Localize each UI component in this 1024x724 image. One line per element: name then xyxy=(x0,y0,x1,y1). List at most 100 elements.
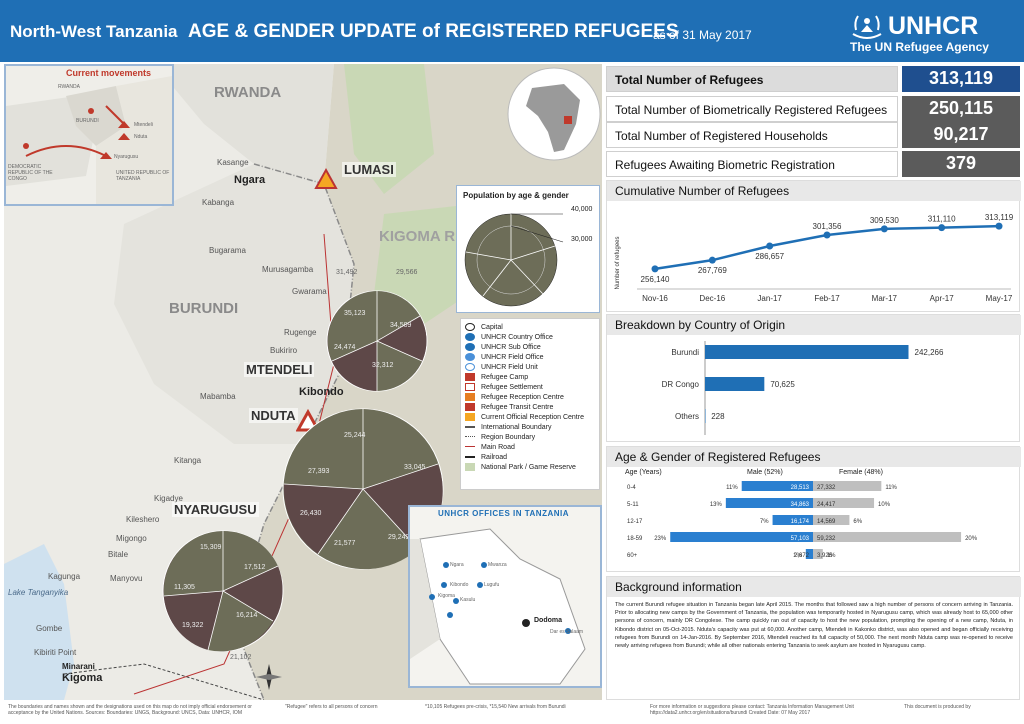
kpi-label: Total Number of Registered Households xyxy=(606,122,898,148)
movements-map xyxy=(6,66,172,204)
unhcr-emblem-icon xyxy=(852,15,882,39)
office-icon xyxy=(465,343,475,351)
data-point xyxy=(995,222,1003,230)
legend-item: Refugee Reception Centre xyxy=(465,392,595,402)
office-icon xyxy=(465,353,475,361)
capital-icon xyxy=(465,323,475,331)
office-label-dodoma: Dodoma xyxy=(534,617,562,624)
female-value-label: 3,926 xyxy=(817,553,833,559)
place-label: Mabamba xyxy=(200,392,236,401)
north-arrow-icon xyxy=(256,664,282,690)
pie-label: 16,214 xyxy=(236,612,258,619)
section-title: Breakdown by Country of Origin xyxy=(607,315,1021,335)
kpi-value: 250,115 xyxy=(902,96,1020,122)
female-bar xyxy=(813,532,962,542)
place-label: Murusagamba xyxy=(262,265,314,274)
background-section: Background information The current Burun… xyxy=(606,576,1021,700)
pie-label: 15,309 xyxy=(200,544,222,551)
x-tick-label: Jan-17 xyxy=(757,294,782,303)
legend-item: Capital xyxy=(465,322,595,332)
female-percent-label: 20% xyxy=(965,536,978,542)
office-label: Kibondo xyxy=(450,582,469,588)
transit-icon xyxy=(465,403,475,411)
road-line-icon xyxy=(465,446,475,448)
footer: The boundaries and names shown and the d… xyxy=(0,700,1024,724)
place-label: Kagunga xyxy=(48,572,81,581)
report-date: as of 31 May 2017 xyxy=(653,28,752,42)
section-title: Background information xyxy=(607,577,1021,597)
camp-label-nyarugusu: NYARUGUSU xyxy=(172,502,259,517)
office-label: Ngara xyxy=(450,562,464,568)
male-value-label: 16,174 xyxy=(791,519,810,525)
inset-label: Nyarugusu xyxy=(114,154,139,160)
place-label: Bitale xyxy=(108,550,129,559)
pie-label: 19,322 xyxy=(182,622,204,629)
camp-label-nduta: NDUTA xyxy=(249,408,298,423)
office-label: Mwanza xyxy=(488,562,507,568)
place-label: Kigadye xyxy=(154,494,183,503)
region-line-icon xyxy=(465,436,475,438)
railroad-line xyxy=(63,663,265,700)
x-tick-label: Mar-17 xyxy=(872,294,898,303)
kpi-label: Refugees Awaiting Biometric Registration xyxy=(606,151,898,177)
pie-label: 32,312 xyxy=(372,362,394,369)
legend-item: Railroad xyxy=(465,452,595,462)
legend-item: UNHCR Field Unit xyxy=(465,362,595,372)
pie-label: 29,249 xyxy=(388,534,410,541)
popbox-scale: 30,000 xyxy=(571,236,593,243)
office-label: Dar es Salaam xyxy=(550,629,584,635)
data-label: 301,356 xyxy=(813,222,842,231)
female-value-label: 27,332 xyxy=(817,485,836,491)
data-point xyxy=(651,265,659,273)
office-label: Kasulu xyxy=(460,597,476,603)
female-column-header: Female (48%) xyxy=(839,469,883,476)
current-movements-inset: Current movements RWANDA BURUNDI DEMOCRA… xyxy=(4,64,174,206)
place-label: Bukiriro xyxy=(270,346,298,355)
bar-value-label: 242,266 xyxy=(915,348,944,357)
popbox-title: Population by age & gender xyxy=(463,191,569,200)
data-label: 309,530 xyxy=(870,216,899,225)
data-point xyxy=(938,224,946,232)
pie-label: 27,393 xyxy=(308,468,330,475)
inset-title: Current movements xyxy=(66,68,152,78)
bar-value-label: 228 xyxy=(711,412,725,421)
male-bar xyxy=(772,515,813,525)
reception-icon xyxy=(465,393,475,401)
y-axis-label: Number of refugees xyxy=(615,236,621,289)
pie-label: 21,102 xyxy=(230,654,252,661)
age-group-label: 12-17 xyxy=(627,519,643,525)
place-label: Migongo xyxy=(116,534,147,543)
offices-title: UNHCR OFFICES IN TANZANIA xyxy=(438,509,570,518)
female-value-label: 24,417 xyxy=(817,502,836,508)
inset-label: RWANDA xyxy=(58,84,80,90)
x-tick-label: Feb-17 xyxy=(814,294,840,303)
logo-tagline: The UN Refugee Agency xyxy=(850,40,989,54)
data-point xyxy=(766,242,774,250)
male-percent-label: 1% xyxy=(793,553,802,559)
logo-name: UNHCR xyxy=(888,12,979,40)
data-label: 267,769 xyxy=(698,266,727,275)
background-text: The current Burundi refugee situation in… xyxy=(615,602,1013,650)
male-value-label: 2,872 xyxy=(794,553,810,559)
age-gender-pyramid: 0-4 28,513 27,332 11% 11% 5-11 34,863 24,417 13%… xyxy=(627,481,978,559)
section-title: Cumulative Number of Refugees xyxy=(607,181,1021,201)
pie-nyarugusu xyxy=(162,530,284,652)
page-title: AGE & GENDER UPDATE of REGISTERED REFUGE… xyxy=(188,21,679,42)
camp-icon xyxy=(465,373,475,381)
origin-bar-chart: Burundi 242,266 DR Congo 70,625 Others 228 xyxy=(662,341,944,435)
inset-label: UNITED REPUBLIC OF TANZANIA xyxy=(116,170,170,182)
park-shape xyxy=(344,64,434,194)
place-label-ngara: Ngara xyxy=(234,174,266,186)
footer-disclaimer: The boundaries and names shown and the d… xyxy=(8,704,252,716)
kpi-value: 90,217 xyxy=(902,122,1020,148)
bar xyxy=(705,409,706,423)
data-label: 286,657 xyxy=(755,252,784,261)
data-point xyxy=(880,225,888,233)
male-percent-label: 7% xyxy=(760,519,769,525)
footer-note: "Refugee" refers to all persons of conce… xyxy=(285,704,378,710)
pie-label: 33,045 xyxy=(404,464,426,471)
rwanda-shape xyxy=(154,64,334,184)
inset-label: BURUNDI xyxy=(76,118,99,124)
male-bar xyxy=(725,498,813,508)
legend-item: International Boundary xyxy=(465,422,595,432)
